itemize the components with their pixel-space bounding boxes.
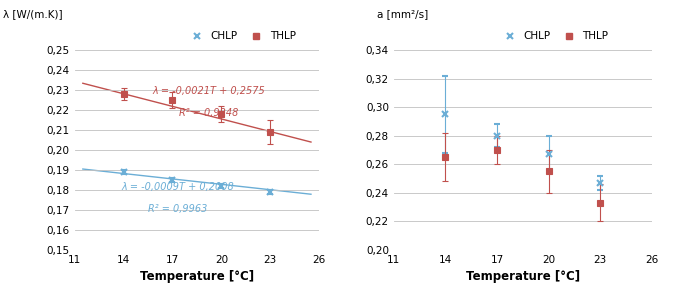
X-axis label: Temperature [°C]: Temperature [°C] (466, 270, 580, 283)
Text: λ = -0,0009T + 0,2008: λ = -0,0009T + 0,2008 (121, 182, 234, 192)
Text: R² = 0,9963: R² = 0,9963 (147, 204, 207, 214)
Text: λ = -0,0021T + 0,2575: λ = -0,0021T + 0,2575 (153, 86, 265, 96)
Legend: CHLP, THLP: CHLP, THLP (495, 27, 612, 46)
Text: R² = 0,9248: R² = 0,9248 (179, 108, 239, 118)
X-axis label: Temperature [°C]: Temperature [°C] (140, 270, 254, 283)
Text: λ [W/(m.K)]: λ [W/(m.K)] (3, 9, 63, 19)
Text: a [mm²/s]: a [mm²/s] (377, 9, 428, 19)
Legend: CHLP, THLP: CHLP, THLP (182, 27, 299, 46)
